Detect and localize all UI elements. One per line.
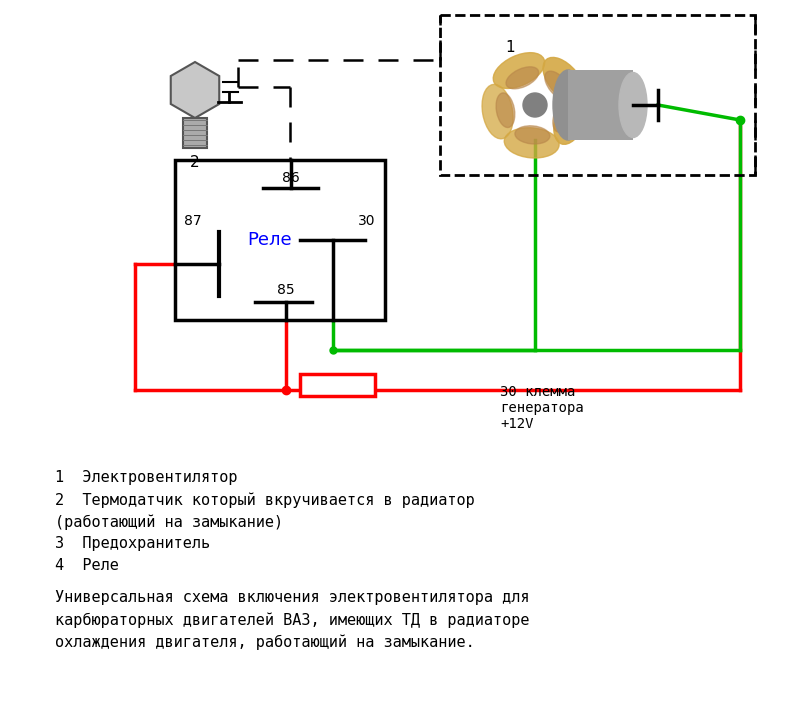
Ellipse shape: [506, 67, 538, 88]
Text: 2  Термодатчик который вкручивается в радиатор: 2 Термодатчик который вкручивается в рад…: [55, 492, 474, 508]
Polygon shape: [170, 62, 219, 118]
Text: 87: 87: [184, 214, 202, 228]
Ellipse shape: [482, 84, 513, 139]
Text: 86: 86: [282, 171, 299, 185]
Ellipse shape: [515, 126, 550, 144]
Ellipse shape: [496, 93, 515, 127]
Bar: [175, 160, 385, 320]
Ellipse shape: [619, 72, 647, 137]
Ellipse shape: [543, 57, 585, 104]
Circle shape: [523, 93, 547, 117]
Ellipse shape: [504, 127, 559, 158]
Ellipse shape: [494, 52, 545, 88]
Text: 4  Реле: 4 Реле: [55, 558, 119, 573]
Bar: [300, 374, 375, 396]
Text: 3  Предохранитель: 3 Предохранитель: [55, 536, 210, 551]
Bar: [183, 118, 207, 148]
Text: 30 клемма
генератора
+12V: 30 клемма генератора +12V: [500, 385, 584, 431]
Text: 1: 1: [505, 40, 514, 55]
Text: охлаждения двигателя, работающий на замыкание.: охлаждения двигателя, работающий на замы…: [55, 634, 474, 649]
Text: карбюраторных двигателей ВАЗ, имеющих ТД в радиаторе: карбюраторных двигателей ВАЗ, имеющих ТД…: [55, 612, 530, 627]
Text: Реле: Реле: [248, 231, 292, 249]
Text: 2: 2: [190, 155, 200, 170]
Text: 30: 30: [358, 214, 376, 228]
Text: 85: 85: [278, 283, 295, 297]
Ellipse shape: [545, 71, 571, 101]
Bar: [568, 70, 633, 140]
Bar: [440, 15, 755, 175]
Text: Универсальная схема включения электровентилятора для: Универсальная схема включения электровен…: [55, 590, 530, 605]
Ellipse shape: [553, 98, 574, 132]
Text: (работающий на замыкание): (работающий на замыкание): [55, 514, 283, 530]
Text: 1  Электровентилятор: 1 Электровентилятор: [55, 470, 238, 485]
Ellipse shape: [553, 70, 583, 140]
Ellipse shape: [554, 91, 588, 144]
